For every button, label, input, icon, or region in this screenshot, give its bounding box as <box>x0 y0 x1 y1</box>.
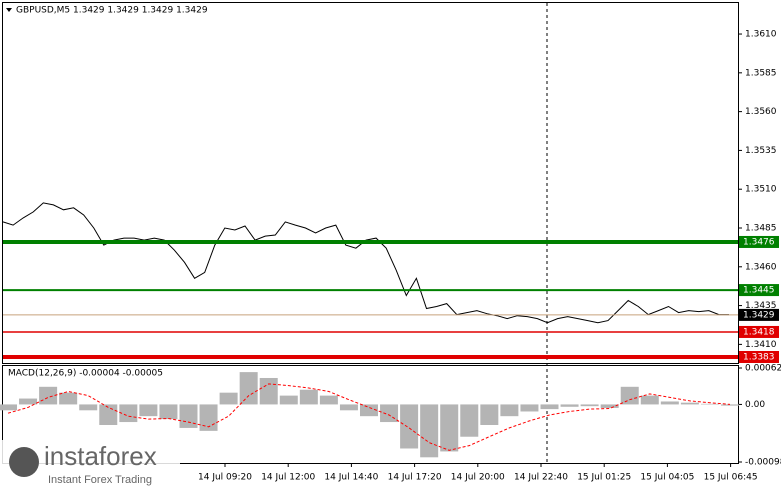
macd-bar <box>39 386 58 405</box>
brand: instaforex <box>44 441 157 471</box>
macd-bar <box>259 377 278 405</box>
macd-bar <box>79 404 98 411</box>
macd-bar <box>299 389 318 405</box>
logo-icon <box>9 447 39 477</box>
macd-bar <box>721 404 739 406</box>
macd-bar <box>540 404 559 410</box>
level-label-box <box>739 351 779 363</box>
macd-bar <box>319 395 338 405</box>
y-tick-label: 1.3610 <box>745 30 777 40</box>
x-tick-label: 14 Jul 14:40 <box>324 473 378 483</box>
macd-bar <box>600 404 619 408</box>
macd-bar <box>339 404 358 411</box>
level-label-box <box>739 235 779 248</box>
macd-bar <box>480 404 499 425</box>
macd-bar <box>440 404 459 452</box>
y-tick-label: -0.00098 <box>745 458 781 468</box>
macd-panel <box>2 365 739 464</box>
macd-bar <box>560 404 579 407</box>
macd-bar <box>700 403 719 405</box>
y-tick-label: 1.3460 <box>745 262 777 272</box>
y-tick-label: 1.3510 <box>745 185 777 195</box>
slogan: Instant Forex Trading <box>48 474 152 486</box>
y-tick-label: 1.3585 <box>745 68 777 78</box>
level-label-box <box>739 308 779 321</box>
macd-bar <box>620 386 639 405</box>
macd-bar <box>460 404 479 437</box>
macd-bar <box>119 404 138 423</box>
macd-bar <box>640 395 659 405</box>
macd-bar <box>19 398 38 405</box>
macd-bar <box>279 395 298 405</box>
y-tick-label: 1.3435 <box>745 301 777 311</box>
level-label: 1.3418 <box>743 327 775 337</box>
x-tick-label: 14 Jul 09:20 <box>198 473 252 483</box>
level-label: 1.3383 <box>743 353 775 363</box>
macd-bar <box>239 372 258 405</box>
macd-bar <box>139 404 158 417</box>
x-tick-label: 14 Jul 17:20 <box>388 473 442 483</box>
x-tick-label: 14 Jul 20:00 <box>451 473 505 483</box>
chart-title: GBPUSD,M5 1.3429 1.3429 1.3429 1.3429 <box>16 6 208 16</box>
macd-bar <box>360 404 378 417</box>
y-tick-label: 0.00062 <box>745 364 781 374</box>
macd-bar <box>680 402 699 405</box>
y-tick-label: 1.3485 <box>745 224 777 234</box>
macd-bar <box>380 404 399 423</box>
level-label-box <box>739 325 779 338</box>
macd-bar <box>219 392 238 405</box>
level-label: 1.3445 <box>743 286 775 296</box>
x-tick-label: 15 Jul 01:25 <box>577 473 631 483</box>
macd-bar <box>159 404 178 420</box>
level-label: 1.3476 <box>743 237 775 247</box>
x-tick-label: 15 Jul 06:45 <box>704 473 758 483</box>
macd-bar <box>500 404 519 417</box>
macd-bar <box>580 404 599 407</box>
macd-bar <box>0 404 17 411</box>
macd-bar <box>59 392 78 405</box>
y-tick-label: 0.00 <box>745 400 765 410</box>
watermark: instaforex Instant Forex Trading <box>2 440 180 488</box>
macd-bar <box>420 404 439 458</box>
x-tick-label: 14 Jul 12:00 <box>261 473 315 483</box>
y-tick-label: 1.3410 <box>745 340 777 350</box>
macd-bar <box>179 404 198 428</box>
y-tick-label: 1.3560 <box>745 107 777 117</box>
level-label: 1.3429 <box>743 310 775 320</box>
x-tick-label: 15 Jul 04:05 <box>640 473 694 483</box>
x-tick-label: 14 Jul 22:40 <box>514 473 568 483</box>
macd-bar <box>400 404 419 449</box>
macd-title: MACD(12,26,9) -0.00004 -0.00005 <box>8 369 163 379</box>
collapse-icon <box>6 8 12 12</box>
y-tick-label: 1.3535 <box>745 146 777 156</box>
macd-bar <box>660 401 679 405</box>
main-panel <box>2 2 739 364</box>
level-label-box <box>739 284 779 297</box>
macd-bar <box>520 404 539 412</box>
